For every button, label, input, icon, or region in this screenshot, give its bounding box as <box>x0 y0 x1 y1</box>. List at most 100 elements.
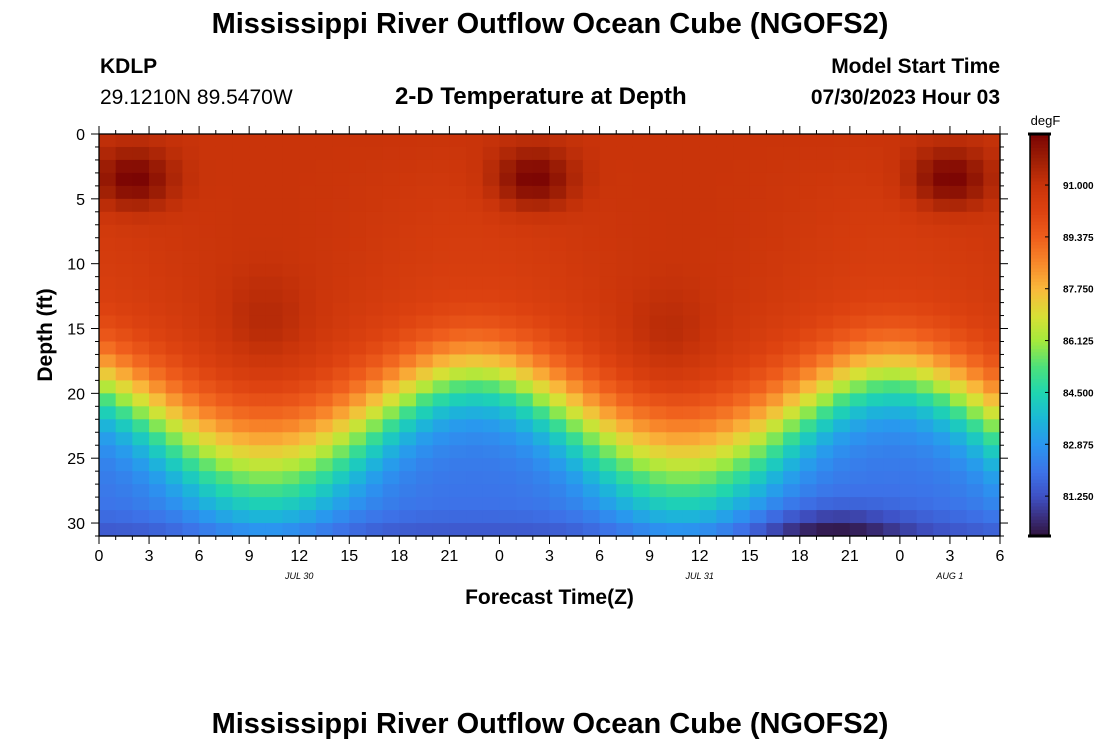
heatmap-cell <box>466 406 484 420</box>
heatmap-cell <box>115 406 133 420</box>
heatmap-cell <box>733 289 751 304</box>
colorbar-segment <box>1030 525 1049 530</box>
heatmap-cell <box>616 523 634 537</box>
heatmap-cell <box>399 250 417 265</box>
heatmap-cell <box>349 510 367 524</box>
heatmap-cell <box>115 276 133 291</box>
heatmap-cell <box>132 172 150 187</box>
heatmap-cell <box>682 328 701 343</box>
heatmap-cell <box>432 185 450 200</box>
heatmap-cell <box>849 237 868 252</box>
heatmap-cell <box>182 172 200 187</box>
heatmap-cell <box>632 263 651 278</box>
heatmap-cell <box>616 159 634 174</box>
heatmap-cell <box>682 211 701 226</box>
heatmap-cell <box>449 354 467 369</box>
heatmap-cell <box>616 458 634 472</box>
heatmap-cell <box>783 458 801 472</box>
heatmap-cell <box>299 523 317 537</box>
heatmap-cell <box>883 146 901 161</box>
heatmap-cell <box>866 354 884 369</box>
heatmap-cell <box>115 458 133 472</box>
heatmap-cell <box>399 497 417 511</box>
heatmap-cell <box>849 445 868 459</box>
heatmap-cell <box>866 263 884 278</box>
heatmap-cell <box>916 224 934 239</box>
heatmap-cell <box>699 224 717 239</box>
heatmap-cell <box>599 458 617 472</box>
heatmap-cell <box>132 445 150 459</box>
heatmap-cell <box>866 341 884 356</box>
heatmap-cell <box>466 211 484 226</box>
heatmap-cell <box>416 367 434 381</box>
heatmap-cell <box>215 380 234 394</box>
heatmap-cell <box>949 432 968 446</box>
heatmap-cell <box>365 224 384 239</box>
heatmap-cell <box>883 341 901 356</box>
heatmap-cell <box>916 393 934 407</box>
heatmap-cell <box>332 276 350 291</box>
colorbar-segment <box>1030 247 1049 252</box>
heatmap-cell <box>949 510 968 524</box>
heatmap-cell <box>749 328 768 343</box>
heatmap-cell <box>416 328 434 343</box>
heatmap-cell <box>599 159 617 174</box>
heatmap-cell <box>816 471 834 485</box>
heatmap-cell <box>966 458 984 472</box>
heatmap-cell <box>566 341 584 356</box>
heatmap-cell <box>916 276 934 291</box>
heatmap-cell <box>616 198 634 213</box>
heatmap-cell <box>799 458 818 472</box>
heatmap-cell <box>132 159 150 174</box>
heatmap-cell <box>899 172 918 187</box>
heatmap-cell <box>899 276 918 291</box>
heatmap-cell <box>182 445 200 459</box>
colorbar-segment <box>1030 509 1049 514</box>
x-tick-label: 12 <box>691 548 709 565</box>
heatmap-cell <box>516 523 534 537</box>
station-coordinates: 29.1210N 89.5470W <box>100 86 293 109</box>
heatmap-cell <box>265 276 284 291</box>
heatmap-cell <box>866 523 884 537</box>
heatmap-cell <box>749 198 768 213</box>
heatmap-cell <box>866 198 884 213</box>
heatmap-cell <box>933 393 951 407</box>
heatmap-cell <box>365 380 384 394</box>
heatmap-cell <box>382 510 400 524</box>
heatmap-cell <box>849 276 868 291</box>
heatmap-cell <box>749 523 768 537</box>
heatmap-cell <box>632 159 651 174</box>
heatmap-cell <box>766 484 784 498</box>
heatmap-cell <box>549 328 567 343</box>
heatmap-cell <box>966 328 984 343</box>
heatmap-cell <box>833 276 851 291</box>
heatmap-cell <box>349 328 367 343</box>
heatmap-cell <box>766 211 784 226</box>
heatmap-cell <box>833 185 851 200</box>
heatmap-cell <box>983 432 1001 446</box>
heatmap-cell <box>833 315 851 330</box>
heatmap-cell <box>549 419 567 433</box>
heatmap-cell <box>983 523 1001 537</box>
heatmap-cell <box>933 315 951 330</box>
heatmap-cell <box>833 328 851 343</box>
heatmap-cell <box>632 471 651 485</box>
heatmap-cell <box>332 380 350 394</box>
heatmap-cell <box>282 159 300 174</box>
heatmap-cell <box>349 497 367 511</box>
heatmap-cell <box>532 224 551 239</box>
colorbar-segment <box>1030 278 1049 282</box>
colorbar-segment <box>1030 174 1049 179</box>
colorbar-segment <box>1030 324 1049 329</box>
heatmap-cell <box>215 406 234 420</box>
heatmap-cell <box>566 380 584 394</box>
heatmap-cell <box>783 224 801 239</box>
heatmap-cell <box>315 367 334 381</box>
heatmap-cell <box>516 419 534 433</box>
heatmap-cell <box>449 237 467 252</box>
colorbar-segment <box>1030 268 1049 272</box>
heatmap-cell <box>99 185 117 200</box>
heatmap-cell <box>499 198 517 213</box>
heatmap-cell <box>282 211 300 226</box>
heatmap-cell <box>449 393 467 407</box>
